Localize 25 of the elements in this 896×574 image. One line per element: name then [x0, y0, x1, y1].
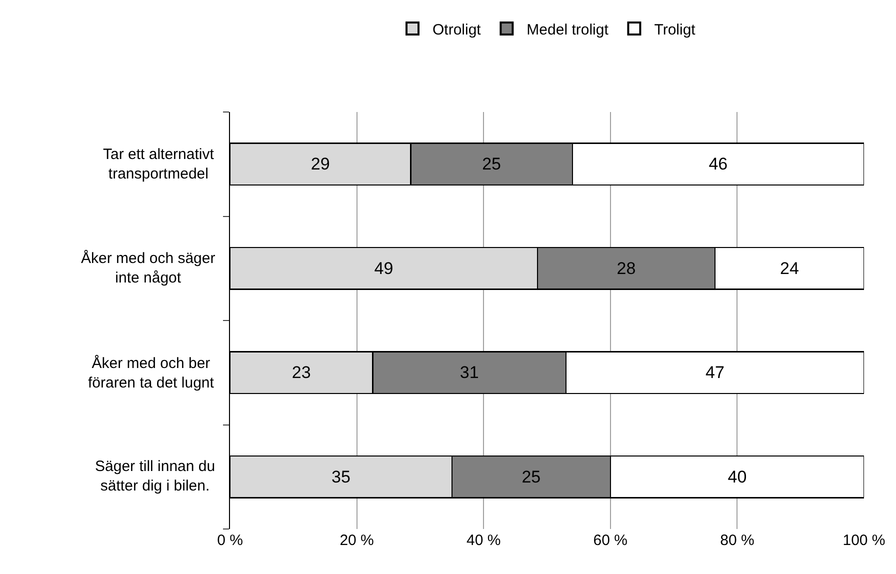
data-label: 46 — [708, 154, 728, 174]
data-label: 23 — [292, 363, 311, 382]
data-label: 35 — [331, 467, 350, 486]
x-tick-label: 80 % — [720, 532, 754, 549]
data-label: 31 — [460, 363, 479, 382]
data-label: 28 — [616, 258, 636, 278]
data-label: 25 — [482, 154, 501, 174]
x-tick-label: 60 % — [593, 532, 628, 549]
legend-label: Medel troligt — [526, 21, 610, 38]
x-tick-label: 40 % — [466, 532, 501, 549]
data-label: 49 — [374, 258, 394, 278]
data-label: 40 — [728, 467, 747, 486]
y-tick-label: Säger till innan du sätter dig i bilen. — [95, 458, 216, 494]
legend-label: Troligt — [654, 21, 696, 38]
data-label: 47 — [706, 363, 724, 382]
data-label: 24 — [780, 258, 799, 278]
x-tick-label: 0 % — [217, 532, 243, 549]
data-label: 25 — [522, 467, 541, 486]
y-tick-label: Åker med och ber föraren ta det lugnt — [88, 354, 215, 392]
x-tick-label: 20 % — [340, 532, 374, 549]
y-tick-label: Åker med och säger inte något — [81, 249, 216, 286]
legend-label: Otroligt — [432, 21, 482, 38]
x-tick-label: 100 % — [842, 532, 886, 549]
y-tick-label: Tar ett alternativt transportmedel — [103, 146, 215, 182]
data-label: 29 — [310, 154, 330, 174]
